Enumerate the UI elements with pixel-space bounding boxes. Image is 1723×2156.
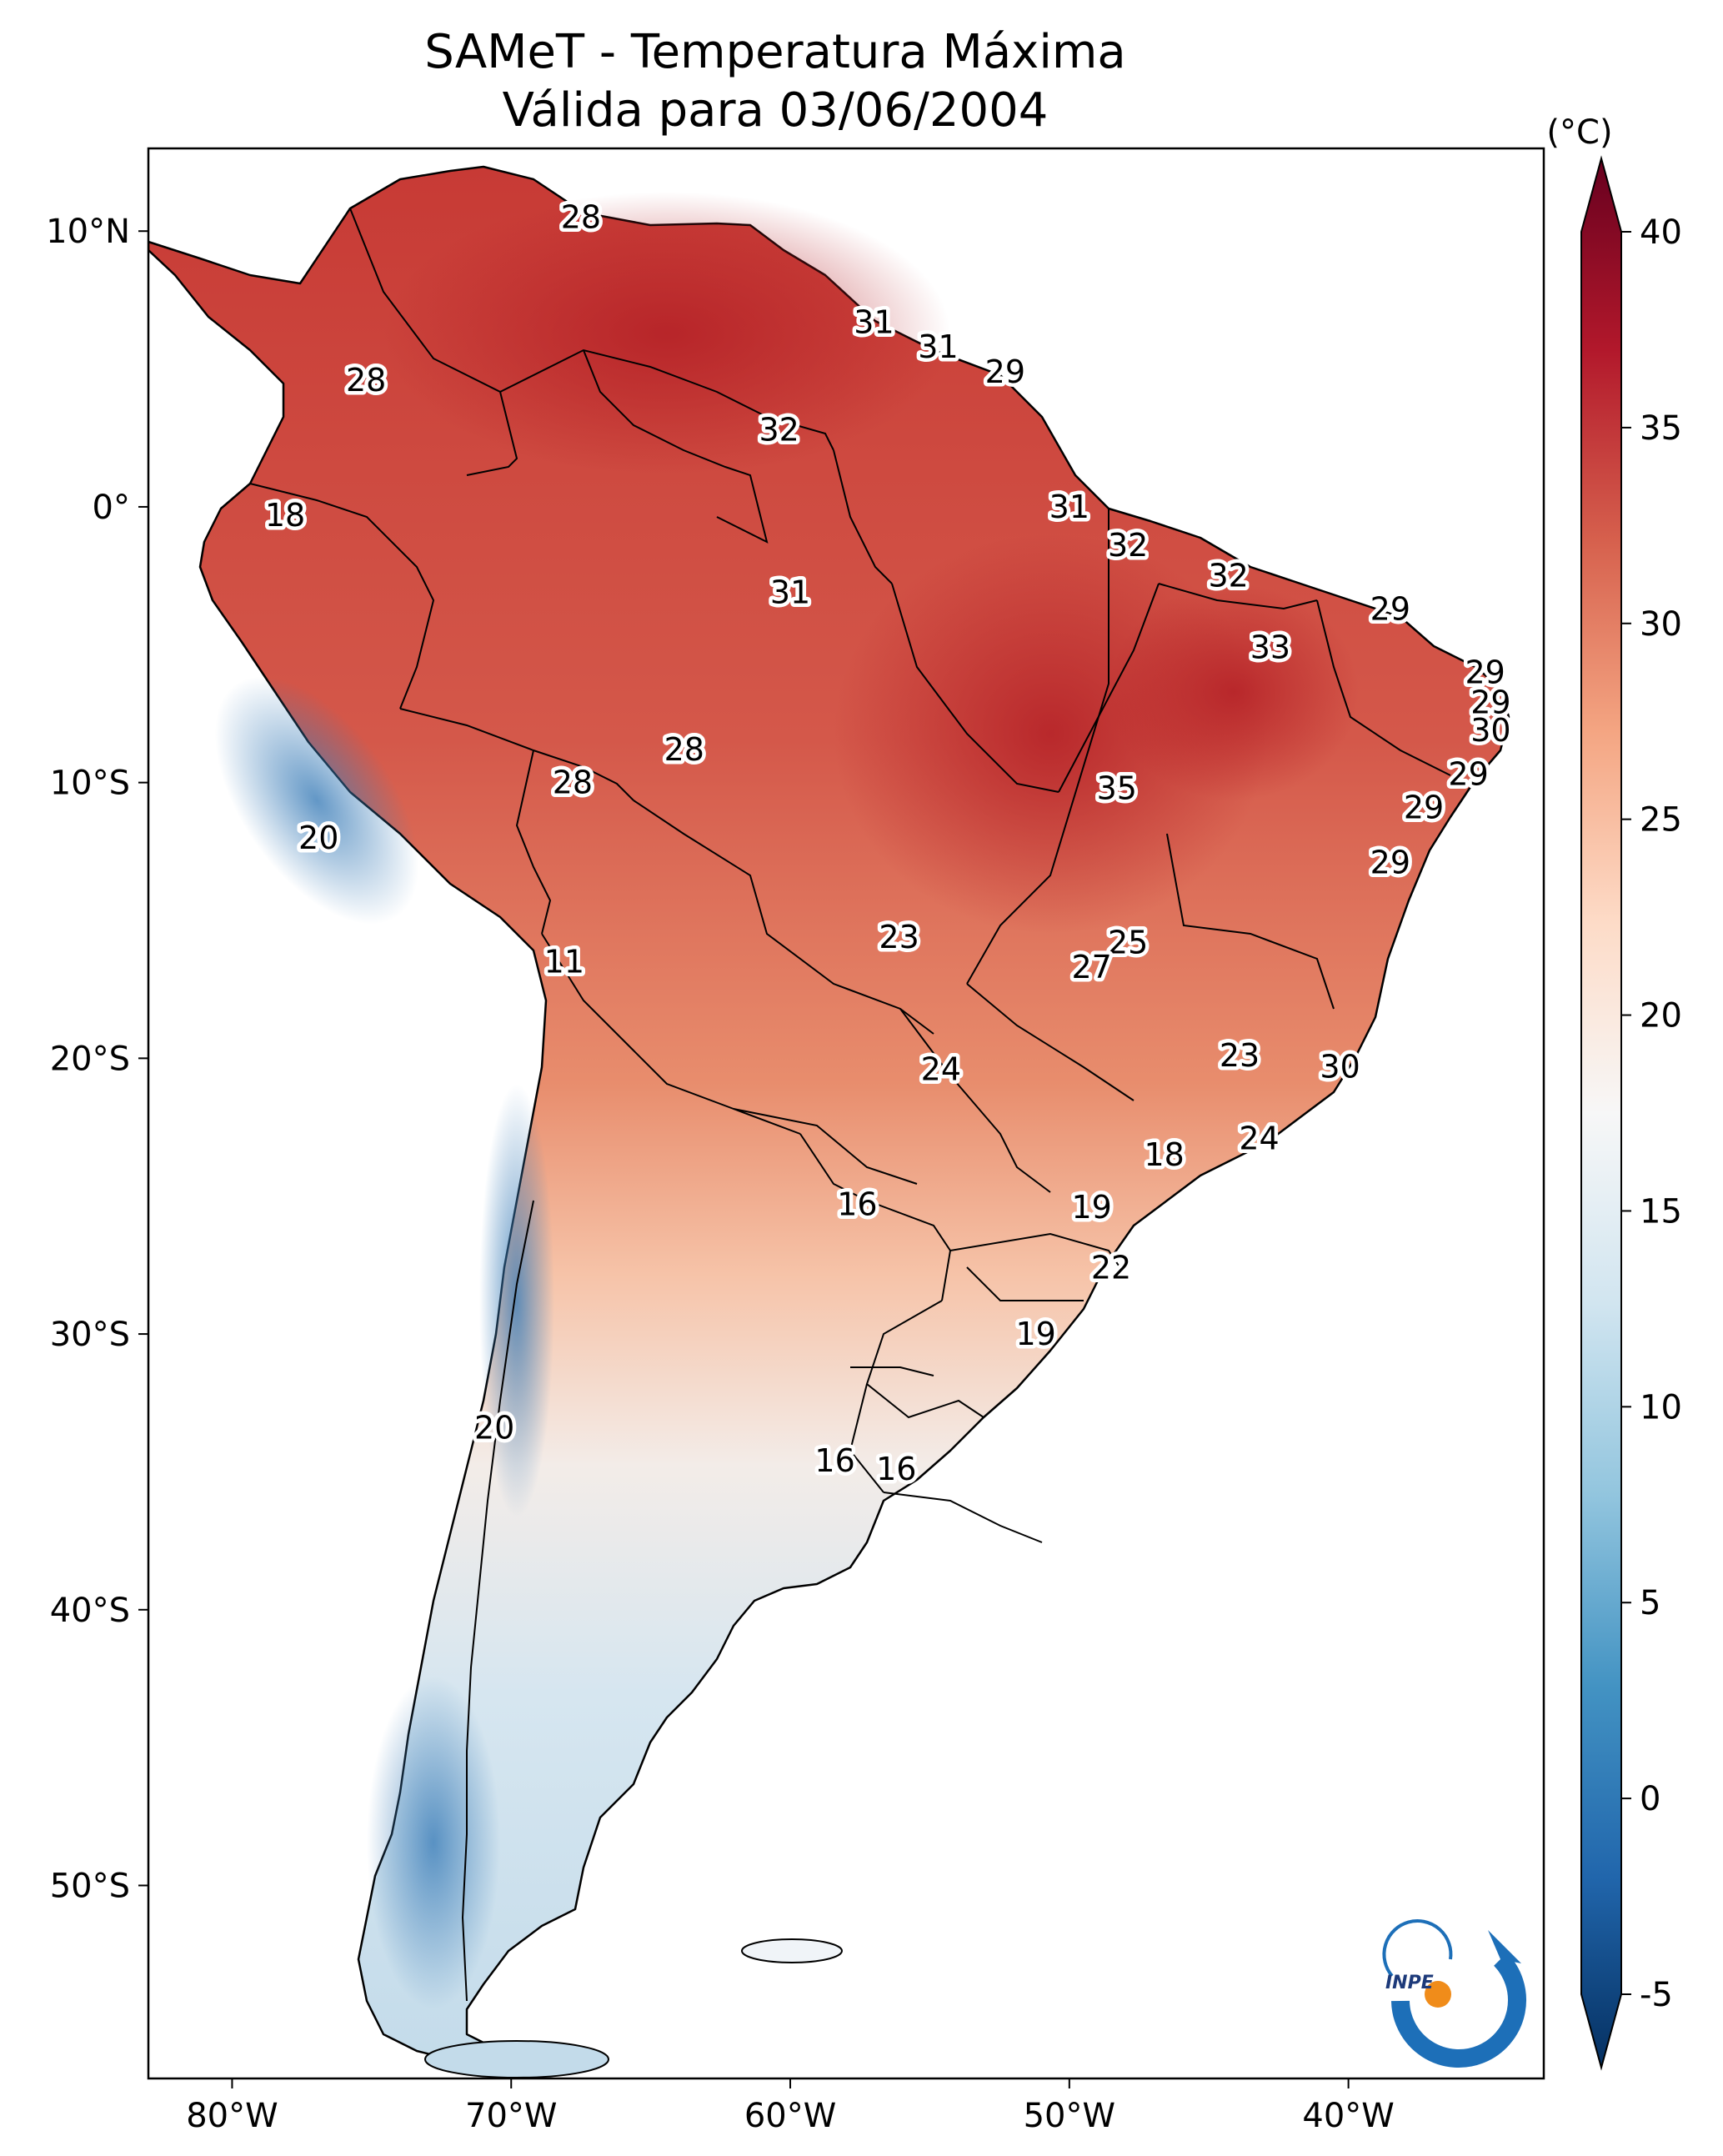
- station-temperature-label: 18: [265, 497, 305, 534]
- country-borders: [249, 208, 1451, 2002]
- station-temperature-label: 19: [1071, 1189, 1111, 1226]
- lon-tick-label: 60°W: [744, 2097, 836, 2135]
- lon-tick-label: 70°W: [465, 2097, 557, 2135]
- cold-anomaly-andes-north: [214, 676, 419, 925]
- station-temperature-label: 29: [1370, 590, 1410, 627]
- lat-tick-label: 30°S: [50, 1316, 130, 1354]
- station-temperature-label: 23: [879, 919, 919, 955]
- station-temperature-label: 32: [759, 411, 799, 448]
- station-temperature-label: 29: [1404, 789, 1444, 825]
- colorbar-ticks: 40 35 30 25 20 15 10 5 0 -5: [1621, 213, 1682, 2014]
- lat-tick-label: 20°S: [50, 1040, 130, 1078]
- lon-tick-label: 50°W: [1024, 2097, 1115, 2135]
- station-temperature-label: 30: [1320, 1048, 1360, 1085]
- colorbar-tick-label: -5: [1640, 1976, 1673, 2014]
- station-temperature-label: 16: [876, 1451, 916, 1487]
- station-temperature-label: 31: [770, 574, 810, 610]
- colorbar-unit: (°C): [1546, 113, 1612, 152]
- station-temperature-label: 29: [985, 353, 1025, 390]
- station-temperature-label: 28: [346, 362, 386, 399]
- logo-arrow-icon: [1488, 1930, 1521, 1963]
- south-america-landmass: [148, 165, 1510, 2078]
- tierra-del-fuego: [424, 2040, 609, 2078]
- station-temperature-label: 28: [561, 199, 601, 236]
- lat-tick-label: 40°S: [50, 1592, 130, 1630]
- colorbar-tick-label: 10: [1640, 1388, 1682, 1426]
- latitude-axis: 10°N 0° 10°S 20°S 30°S 40°S 50°S: [46, 213, 148, 1906]
- colorbar-tick-label: 30: [1640, 605, 1682, 644]
- cold-anomaly-andes-central: [479, 1084, 554, 1517]
- logo-orbit-arc: [1391, 1953, 1526, 2068]
- logo-inner-swirl: [1382, 1919, 1453, 1978]
- inpe-logo: INPE: [1382, 1919, 1526, 2068]
- title-line-2: Válida para 03/06/2004: [502, 83, 1049, 138]
- station-temperature-label: 16: [837, 1186, 877, 1223]
- station-temperature-label: 28: [664, 731, 704, 768]
- map-title: SAMeT - Temperatura Máxima Válida para 0…: [150, 23, 1400, 140]
- station-temperature-label: 35: [1097, 770, 1137, 806]
- station-temperature-label: 33: [1250, 629, 1290, 666]
- hot-anomaly-north: [383, 192, 950, 475]
- longitude-axis: 80°W 70°W 60°W 50°W 40°W: [186, 2078, 1395, 2135]
- station-temperature-label: 31: [918, 328, 958, 365]
- lat-tick-label: 0°: [93, 489, 130, 527]
- colorbar-tick-label: 0: [1640, 1780, 1660, 1818]
- colorbar-tick-label: 35: [1640, 409, 1682, 448]
- logo-sun-dot: [1425, 1981, 1451, 2008]
- colorbar-tick-label: 25: [1640, 801, 1682, 840]
- logo-text: INPE: [1385, 1973, 1434, 1993]
- lat-tick-label: 50°S: [50, 1868, 130, 1906]
- lon-tick-label: 40°W: [1302, 2097, 1394, 2135]
- station-temperature-label: 28: [553, 765, 593, 801]
- station-temperature-label: 29: [1465, 654, 1505, 690]
- colorbar-tick-label: 15: [1640, 1192, 1682, 1231]
- colorbar-tick-label: 5: [1640, 1584, 1660, 1622]
- station-temperature-label: 24: [1239, 1120, 1279, 1156]
- hot-anomaly-northeast: [1109, 584, 1359, 800]
- station-temperature-label: 29: [1448, 756, 1488, 793]
- cold-anomaly-patagonia: [367, 1676, 500, 2009]
- station-temperature-label: 20: [298, 820, 338, 856]
- station-temperature-label: 31: [1049, 489, 1089, 525]
- colorbar: (°C) 40 35 30 25 20 15 10 5 0 -5: [1546, 113, 1682, 2071]
- station-temperature-label: 25: [1108, 924, 1148, 960]
- station-temperature-label: 22: [1091, 1250, 1131, 1286]
- falkland-islands: [741, 1938, 843, 1963]
- station-temperature-label: 32: [1108, 527, 1148, 564]
- station-temperature-label: 32: [1208, 558, 1248, 594]
- station-temperature-label: 31: [854, 303, 894, 340]
- colorbar-bar: [1580, 155, 1622, 2071]
- station-temperature-label: 29: [1370, 845, 1410, 881]
- station-temperature-label: 18: [1144, 1136, 1184, 1173]
- colorbar-tick-label: 40: [1640, 213, 1682, 252]
- station-temperature-label: 23: [1220, 1037, 1260, 1074]
- station-temperature-label: 27: [1071, 949, 1111, 985]
- colorbar-tick-label: 20: [1640, 997, 1682, 1035]
- map-frame: [147, 147, 1545, 2080]
- lat-tick-label: 10°N: [46, 213, 130, 251]
- lon-tick-label: 80°W: [186, 2097, 278, 2135]
- station-temperature-label: 11: [544, 944, 584, 980]
- lat-tick-label: 10°S: [50, 765, 130, 803]
- station-temperature-label: 29: [1470, 684, 1510, 721]
- station-temperature-label: 20: [474, 1410, 514, 1447]
- station-temperature-label: 30: [1470, 712, 1510, 749]
- temperature-map: [148, 165, 1510, 2078]
- station-temperature-label: 16: [814, 1442, 854, 1479]
- station-temperature-label: 24: [921, 1051, 961, 1088]
- title-line-1: SAMeT - Temperatura Máxima: [424, 25, 1126, 79]
- station-temperature-label: 19: [1015, 1316, 1055, 1352]
